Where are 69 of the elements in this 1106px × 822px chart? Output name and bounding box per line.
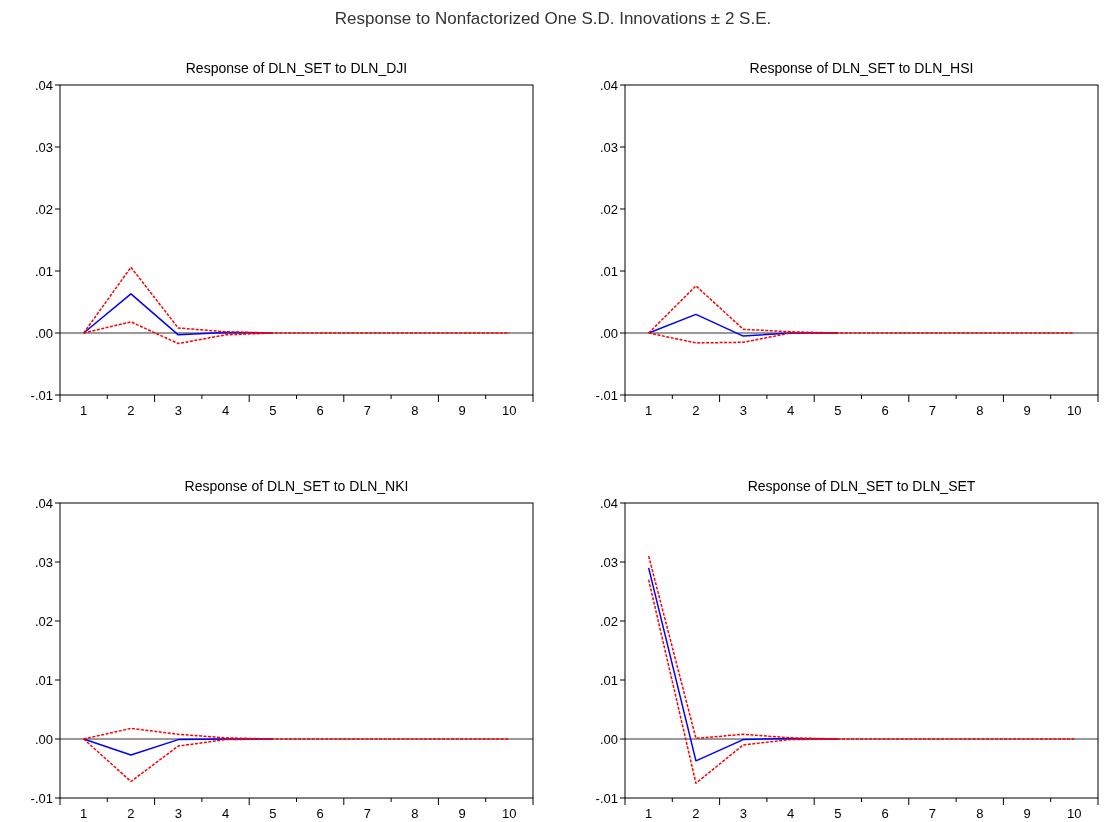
y-tick-label: .03	[34, 139, 53, 155]
y-tick-label: .02	[599, 201, 618, 217]
chart-title: Response of DLN_SET to DLN_HSI	[749, 60, 974, 76]
x-tick-label: 2	[127, 403, 135, 418]
x-tick-label: 8	[976, 403, 984, 418]
y-tick-label: .04	[599, 495, 618, 511]
x-tick-label: 3	[174, 403, 182, 418]
y-tick-label: .02	[599, 613, 618, 629]
x-tick-label: 3	[739, 806, 747, 821]
x-tick-label: 9	[1023, 403, 1031, 418]
y-tick-label: .00	[34, 325, 53, 341]
y-tick-label: .01	[599, 672, 618, 688]
x-tick-label: 5	[269, 403, 277, 418]
x-tick-label: 6	[881, 403, 889, 418]
x-tick-label: 1	[80, 806, 88, 821]
x-tick-label: 8	[411, 403, 419, 418]
chart-title: Response of DLN_SET to DLN_NKI	[184, 478, 409, 494]
y-tick-label: -.01	[595, 387, 618, 403]
x-tick-label: 2	[127, 806, 135, 821]
y-tick-label: .00	[599, 731, 618, 747]
y-tick-label: .01	[34, 263, 53, 279]
x-tick-label: 5	[834, 806, 842, 821]
x-tick-label: 4	[786, 403, 795, 418]
x-tick-label: 1	[80, 403, 88, 418]
x-tick-label: 7	[928, 806, 937, 821]
x-tick-label: 4	[221, 806, 230, 821]
x-tick-label: 1	[645, 403, 653, 418]
x-tick-label: 1	[645, 806, 653, 821]
y-tick-label: .01	[34, 672, 53, 688]
x-tick-label: 7	[928, 403, 937, 418]
x-tick-label: 10	[1067, 806, 1082, 821]
x-tick-label: 5	[269, 806, 277, 821]
x-tick-label: 3	[174, 806, 182, 821]
x-tick-label: 4	[786, 806, 795, 821]
y-tick-label: .03	[599, 554, 618, 570]
x-tick-label: 9	[458, 403, 466, 418]
x-tick-label: 2	[692, 403, 700, 418]
x-tick-label: 7	[363, 806, 372, 821]
y-tick-label: .04	[34, 77, 53, 93]
y-tick-label: -.01	[30, 387, 53, 403]
x-tick-label: 2	[692, 806, 700, 821]
y-tick-label: .03	[34, 554, 53, 570]
y-tick-label: .00	[34, 731, 53, 747]
x-tick-label: 10	[1067, 403, 1082, 418]
x-tick-label: 9	[458, 806, 466, 821]
x-tick-label: 6	[881, 806, 889, 821]
x-tick-label: 10	[502, 403, 517, 418]
x-tick-label: 6	[316, 806, 324, 821]
x-tick-label: 7	[363, 403, 372, 418]
y-tick-label: .01	[599, 263, 618, 279]
y-tick-label: .03	[599, 139, 618, 155]
y-tick-label: .04	[599, 77, 618, 93]
y-tick-label: .02	[34, 613, 53, 629]
y-tick-label: .02	[34, 201, 53, 217]
y-tick-label: .00	[599, 325, 618, 341]
x-tick-label: 4	[221, 403, 230, 418]
x-tick-label: 3	[739, 403, 747, 418]
y-tick-label: -.01	[30, 790, 53, 806]
chart-title: Response of DLN_SET to DLN_SET	[747, 478, 976, 494]
y-tick-label: -.01	[595, 790, 618, 806]
x-tick-label: 8	[976, 806, 984, 821]
chart-title: Response of DLN_SET to DLN_DJI	[185, 60, 408, 76]
x-tick-label: 10	[502, 806, 517, 821]
text: Response to Nonfactorized One S.D. Innovations ± 2 S.E.	[334, 9, 772, 28]
x-tick-label: 8	[411, 806, 419, 821]
x-tick-label: 6	[316, 403, 324, 418]
x-tick-label: 9	[1023, 806, 1031, 821]
x-tick-label: 5	[834, 403, 842, 418]
y-tick-label: .04	[34, 495, 53, 511]
